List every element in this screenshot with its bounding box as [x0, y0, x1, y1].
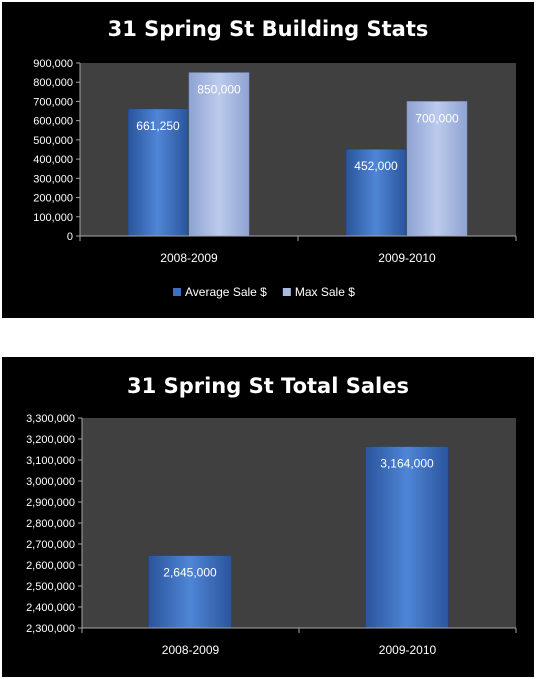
- bar-max-sale-1: [406, 101, 468, 237]
- y-tick-label: 0: [67, 231, 73, 243]
- bar-group: 2,645,000 3,164,000: [148, 446, 449, 629]
- y-tick-label: 2,800,000: [26, 518, 75, 530]
- bar-average-sale-0: [127, 108, 189, 237]
- data-label: 700,000: [415, 111, 459, 125]
- building-stats-svg: 31 Spring St Building Stats 0 100,000 200,…: [33, 17, 517, 299]
- y-tick-label: 2,700,000: [26, 539, 75, 551]
- y-tick-label: 3,200,000: [26, 434, 75, 446]
- y-axis: 0 100,000 200,000 300,000 400,000 500,000 600,…: [33, 58, 81, 243]
- y-tick-label: 2,400,000: [26, 602, 75, 614]
- y-tick-label: 3,100,000: [26, 455, 75, 467]
- bar-average-sale-1: [345, 148, 407, 237]
- y-tick-label: 700,000: [33, 96, 73, 108]
- y-tick-label: 2,300,000: [26, 623, 75, 635]
- y-tick-label: 900,000: [33, 58, 73, 70]
- x-axis: 2008-2009 2009-2010: [79, 235, 517, 265]
- data-label: 2,645,000: [163, 566, 217, 580]
- legend-label: Average Sale $: [185, 285, 267, 299]
- x-tick-label: 2008-2009: [160, 251, 218, 265]
- x-tick-label: 2008-2009: [162, 643, 220, 657]
- y-tick-label: 2,500,000: [26, 581, 75, 593]
- bar-group: 661,250 452,000 850,000 700,000: [127, 72, 468, 237]
- y-tick-label: 500,000: [33, 135, 73, 147]
- bar-total-1: [365, 446, 449, 629]
- y-axis: 2,300,000 2,400,000 2,500,000 2,600,000 2,70…: [26, 413, 83, 635]
- y-tick-label: 300,000: [33, 173, 73, 185]
- y-tick-label: 800,000: [33, 77, 73, 89]
- chart-title: 31 Spring St Building Stats: [108, 17, 429, 41]
- bar-total-0: [148, 555, 232, 629]
- data-label: 452,000: [354, 159, 398, 173]
- chart-title: 31 Spring St Total Sales: [127, 374, 409, 398]
- x-tick-label: 2009-2010: [378, 251, 436, 265]
- data-label: 3,164,000: [380, 457, 434, 471]
- y-tick-label: 200,000: [33, 193, 73, 205]
- plot-area: [82, 418, 516, 628]
- legend: Average Sale $ Max Sale $: [173, 285, 355, 299]
- data-label: 850,000: [197, 83, 241, 97]
- legend-label: Max Sale $: [295, 285, 355, 299]
- total-sales-chart: 31 Spring St Total Sales 2,300,000 2,400,…: [2, 357, 534, 677]
- building-stats-chart: 31 Spring St Building Stats 0 100,000 200,…: [2, 2, 534, 318]
- legend-swatch: [282, 288, 291, 296]
- y-tick-label: 100,000: [33, 212, 73, 224]
- y-tick-label: 2,600,000: [26, 560, 75, 572]
- y-tick-label: 600,000: [33, 116, 73, 128]
- y-tick-label: 3,300,000: [26, 413, 75, 425]
- x-tick-label: 2009-2010: [379, 643, 437, 657]
- data-label: 661,250: [136, 119, 180, 133]
- legend-swatch: [173, 288, 181, 296]
- y-tick-label: 400,000: [33, 154, 73, 166]
- x-axis: 2008-2009 2009-2010: [81, 627, 517, 657]
- total-sales-svg: 31 Spring St Total Sales 2,300,000 2,400,…: [26, 374, 517, 657]
- bar-max-sale-0: [188, 72, 250, 237]
- y-tick-label: 2,900,000: [26, 497, 75, 509]
- y-tick-label: 3,000,000: [26, 476, 75, 488]
